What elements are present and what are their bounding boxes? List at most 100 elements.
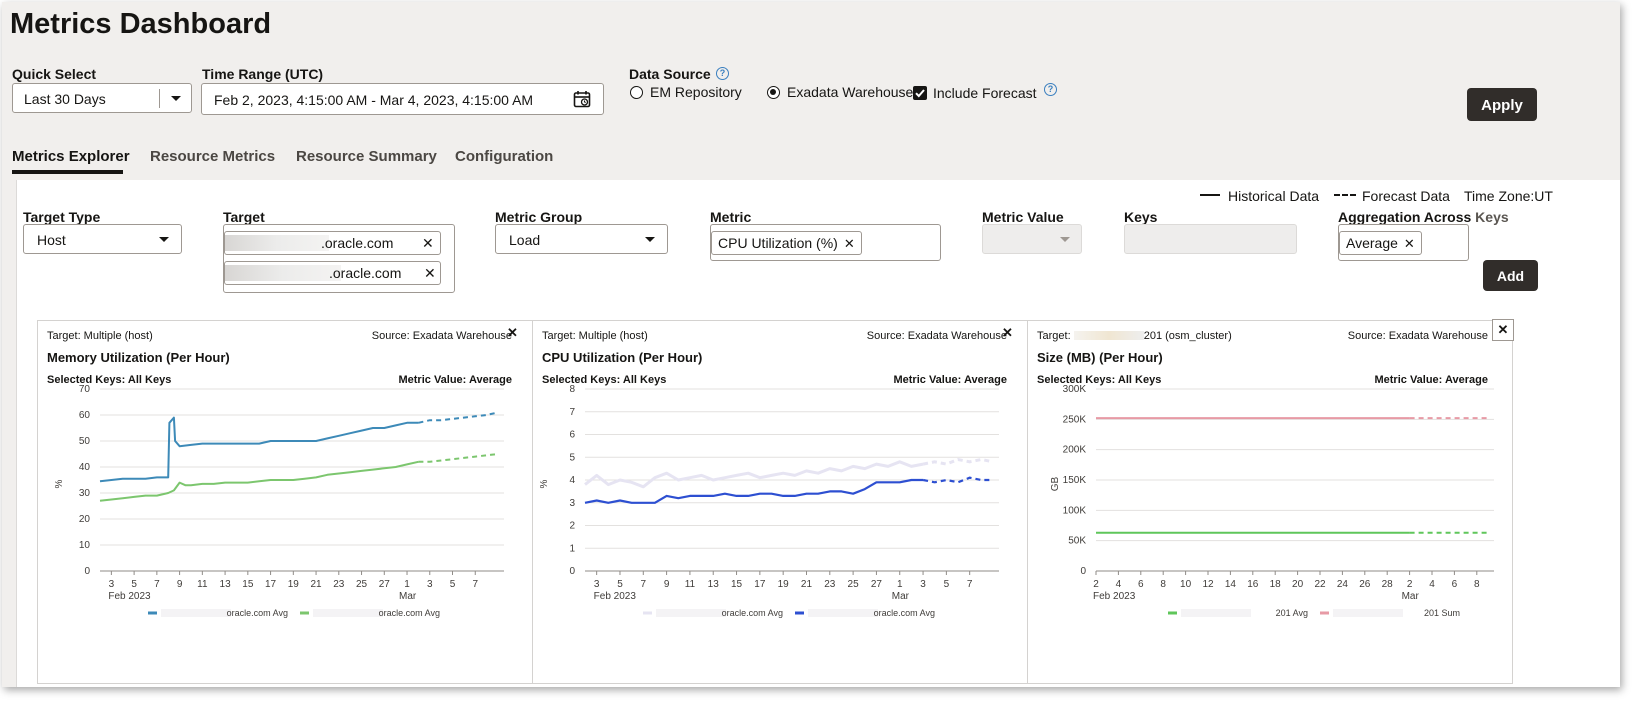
legend-label: oracle.com Avg bbox=[227, 608, 288, 618]
chart-card-cpu: Target: Multiple (host) Source: Exadata … bbox=[532, 320, 1032, 684]
tab-resource-metrics[interactable]: Resource Metrics bbox=[150, 148, 276, 165]
x-tick-label: 7 bbox=[472, 579, 478, 590]
x-tick-label: 27 bbox=[379, 579, 391, 590]
remove-chip-icon[interactable]: ✕ bbox=[424, 265, 436, 281]
y-tick-label: 1 bbox=[569, 543, 575, 554]
card-target: Target: 201 (osm_cluster) bbox=[1037, 330, 1232, 342]
help-icon[interactable]: ? bbox=[716, 67, 729, 80]
legend-label: 201 Sum bbox=[1424, 608, 1460, 618]
target-multiselect[interactable]: .oracle.com ✕ .oracle.com ✕ bbox=[223, 224, 455, 293]
x-tick-label: 3 bbox=[920, 579, 926, 590]
y-tick-label: 50K bbox=[1068, 536, 1086, 547]
legend-label: 201 Avg bbox=[1276, 608, 1308, 618]
radio-exadata-warehouse[interactable] bbox=[767, 86, 780, 99]
card-source: Source: Exadata Warehouse bbox=[1347, 330, 1488, 342]
x-tick-label: 23 bbox=[333, 579, 345, 590]
forecast-line bbox=[418, 453, 499, 463]
caret-down-icon[interactable] bbox=[159, 237, 169, 242]
y-tick-label: 0 bbox=[569, 566, 575, 577]
caret-down-icon[interactable] bbox=[171, 96, 181, 101]
x-sub-label: Feb 2023 bbox=[1093, 591, 1136, 602]
x-tick-label: 5 bbox=[617, 579, 623, 590]
target-type-dropdown[interactable]: Host bbox=[23, 224, 182, 254]
keys-input bbox=[1124, 224, 1297, 254]
close-icon[interactable]: ✕ bbox=[1002, 325, 1013, 340]
target-chip: .oracle.com ✕ bbox=[224, 261, 441, 285]
x-tick-label: 21 bbox=[310, 579, 322, 590]
y-tick-label: 10 bbox=[79, 540, 91, 551]
time-range-input[interactable]: Feb 2, 2023, 4:15:00 AM - Mar 4, 2023, 4… bbox=[201, 83, 604, 115]
y-tick-label: 60 bbox=[79, 410, 91, 421]
radio-exadata-warehouse-label: Exadata Warehouse bbox=[787, 84, 914, 100]
redacted-hostname bbox=[313, 609, 383, 617]
redacted-hostname bbox=[1181, 609, 1251, 617]
tab-resource-summary[interactable]: Resource Summary bbox=[296, 148, 437, 165]
x-tick-label: 9 bbox=[177, 579, 183, 590]
time-range-label: Time Range (UTC) bbox=[202, 66, 324, 82]
historical-line-swatch bbox=[1200, 194, 1220, 196]
x-tick-label: 17 bbox=[265, 579, 277, 590]
y-tick-label: 300K bbox=[1063, 384, 1087, 395]
help-icon[interactable]: ? bbox=[1044, 83, 1057, 96]
x-tick-label: 8 bbox=[1474, 579, 1480, 590]
metric-chip: CPU Utilization (%) ✕ bbox=[711, 231, 862, 255]
remove-chip-icon[interactable]: ✕ bbox=[843, 236, 855, 251]
add-button[interactable]: Add bbox=[1483, 260, 1538, 291]
card-target-prefix: Target: bbox=[1037, 330, 1071, 342]
card-title: Size (MB) (Per Hour) bbox=[1037, 350, 1163, 365]
radio-em-repository-label: EM Repository bbox=[650, 84, 742, 100]
remove-chip-icon[interactable]: ✕ bbox=[422, 235, 434, 251]
card-metric-value: Metric Value: Average bbox=[893, 374, 1007, 386]
x-tick-label: 17 bbox=[754, 579, 766, 590]
y-tick-label: 200K bbox=[1063, 445, 1087, 456]
x-tick-label: 7 bbox=[641, 579, 647, 590]
aggregation-multiselect[interactable]: Average ✕ bbox=[1338, 224, 1469, 261]
metric-label: Metric bbox=[710, 209, 752, 225]
legend-label: oracle.com Avg bbox=[379, 608, 440, 618]
include-forecast-label: Include Forecast bbox=[933, 85, 1037, 101]
card-source: Source: Exadata Warehouse bbox=[866, 330, 1007, 342]
metric-group-dropdown[interactable]: Load bbox=[495, 224, 668, 254]
x-tick-label: 3 bbox=[594, 579, 600, 590]
remove-chip-icon[interactable]: ✕ bbox=[1403, 236, 1415, 251]
target-chip-label: .oracle.com bbox=[329, 265, 402, 281]
card-selected-keys: Selected Keys: All Keys bbox=[1037, 374, 1162, 386]
y-tick-label: 6 bbox=[569, 430, 575, 441]
forecast-line-swatch bbox=[1334, 194, 1356, 196]
aggregation-label-suffix: Keys bbox=[1475, 209, 1509, 225]
y-tick-label: 40 bbox=[79, 462, 91, 473]
card-metric-value: Metric Value: Average bbox=[398, 374, 512, 386]
x-tick-label: 16 bbox=[1247, 579, 1259, 590]
card-title: Memory Utilization (Per Hour) bbox=[47, 350, 230, 365]
tab-metrics-explorer[interactable]: Metrics Explorer bbox=[12, 148, 130, 165]
x-tick-label: 23 bbox=[824, 579, 836, 590]
legend-label: oracle.com Avg bbox=[874, 608, 935, 618]
legend-timezone: Time Zone:UT bbox=[1464, 188, 1553, 204]
y-tick-label: 3 bbox=[569, 498, 575, 509]
quick-select-dropdown[interactable]: Last 30 Days bbox=[12, 83, 192, 113]
x-tick-label: 6 bbox=[1138, 579, 1144, 590]
series-line bbox=[99, 416, 419, 483]
radio-em-repository[interactable] bbox=[630, 86, 643, 99]
include-forecast-checkbox[interactable] bbox=[913, 86, 927, 100]
target-type-label: Target Type bbox=[23, 209, 101, 225]
x-tick-label: 7 bbox=[967, 579, 973, 590]
close-icon[interactable]: ✕ bbox=[507, 325, 518, 340]
y-tick-label: 4 bbox=[569, 475, 575, 486]
x-tick-label: 10 bbox=[1180, 579, 1192, 590]
metric-multiselect[interactable]: CPU Utilization (%) ✕ bbox=[710, 224, 941, 261]
redacted-hostname bbox=[161, 609, 231, 617]
x-tick-label: 5 bbox=[131, 579, 137, 590]
tab-configuration[interactable]: Configuration bbox=[455, 148, 554, 165]
y-tick-label: 7 bbox=[569, 407, 575, 418]
x-tick-label: 13 bbox=[220, 579, 232, 590]
y-axis-label: GB bbox=[1050, 476, 1061, 491]
apply-button[interactable]: Apply bbox=[1467, 88, 1537, 121]
close-icon[interactable]: ✕ bbox=[1492, 319, 1514, 341]
x-tick-label: 28 bbox=[1382, 579, 1394, 590]
caret-down-icon[interactable] bbox=[645, 237, 655, 242]
calendar-icon[interactable] bbox=[573, 90, 591, 108]
forecast-line bbox=[418, 411, 499, 424]
y-axis-label: % bbox=[54, 479, 65, 488]
